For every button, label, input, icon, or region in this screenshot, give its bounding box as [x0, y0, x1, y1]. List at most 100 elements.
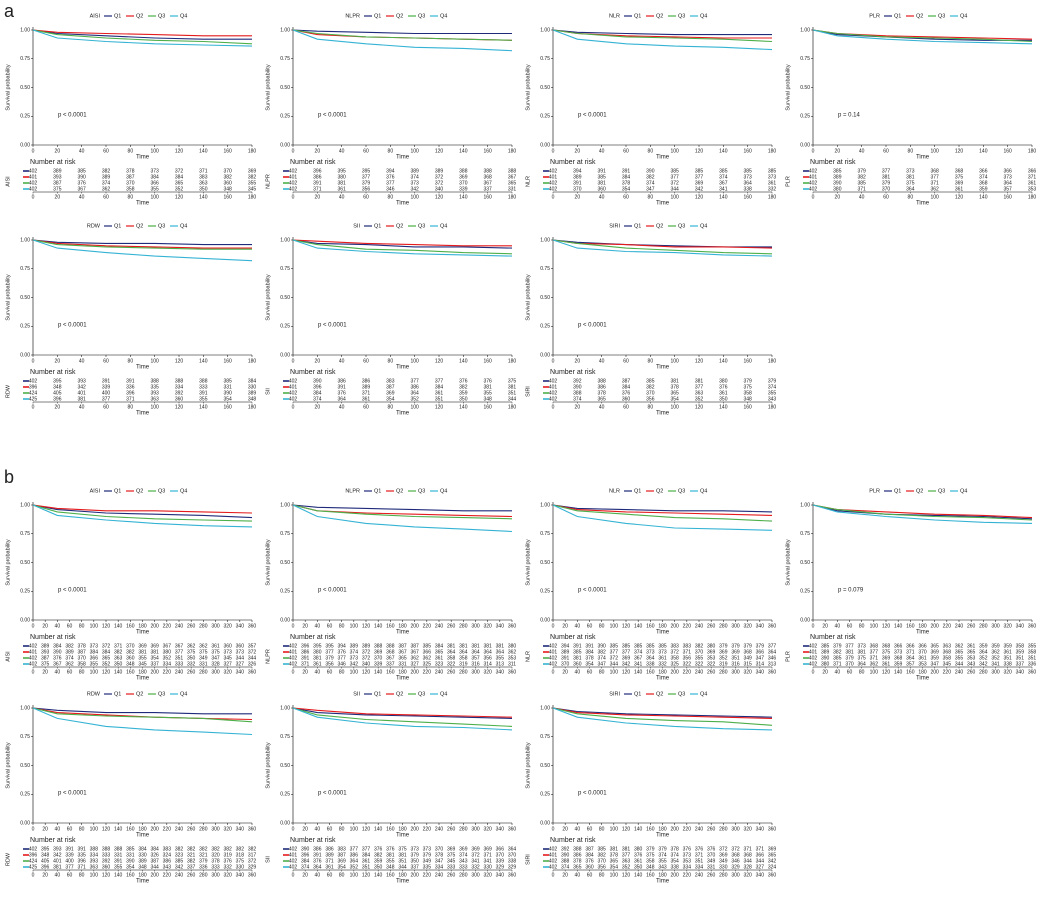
x-tick-label: 60 — [847, 623, 853, 629]
x-tick-label: 80 — [79, 623, 85, 629]
risk-count: 349 — [743, 655, 752, 661]
risk-count: 376 — [695, 846, 704, 852]
risk-table-title: Number at risk — [810, 159, 856, 166]
risk-count: 382 — [199, 846, 208, 852]
risk-count: 355 — [90, 661, 99, 667]
risk-count: 361 — [768, 180, 777, 186]
risk-count: 362 — [102, 186, 111, 192]
risk-count: 359 — [979, 186, 988, 192]
risk-table-tick-label: 20 — [315, 194, 321, 200]
risk-count: 350 — [719, 396, 728, 402]
risk-count: 362 — [187, 643, 196, 649]
y-tick-label: 0.00 — [280, 352, 290, 358]
risk-count: 376 — [483, 378, 492, 384]
risk-count: 350 — [187, 655, 196, 661]
risk-count: 402 — [289, 168, 298, 174]
risk-count: 378 — [211, 858, 220, 864]
risk-count: 371 — [362, 390, 371, 396]
risk-count: 385 — [573, 649, 582, 655]
risk-table-tick-label: 80 — [599, 872, 605, 878]
risk-count: 402 — [549, 390, 558, 396]
x-tick-label: 20 — [575, 358, 581, 364]
risk-count: 393 — [53, 174, 62, 180]
x-tick-label: 240 — [175, 826, 184, 832]
risk-count: 384 — [150, 174, 159, 180]
risk-table-title: Number at risk — [30, 159, 76, 166]
y-tick-label: 0.50 — [800, 85, 810, 91]
risk-count: 379 — [833, 643, 842, 649]
risk-table-tick-label: 100 — [350, 872, 359, 878]
risk-table-tick-label: 0 — [32, 404, 35, 410]
risk-count: 388 — [90, 846, 99, 852]
risk-count: 382 — [65, 643, 74, 649]
risk-count: 385 — [670, 168, 679, 174]
legend-label: Q3 — [938, 488, 945, 494]
x-tick-label: 300 — [211, 623, 220, 629]
x-tick-label: 140 — [199, 358, 208, 364]
x-tick-label: 180 — [658, 826, 667, 832]
survival-curve — [32, 504, 253, 519]
risk-count: 384 — [435, 643, 444, 649]
risk-count: 373 — [150, 168, 159, 174]
risk-table-tick-label: 20 — [575, 194, 581, 200]
risk-count: 385 — [77, 168, 86, 174]
risk-table-tick-label: 200 — [670, 669, 679, 675]
risk-table-tick-label: 0 — [552, 669, 555, 675]
risk-count: 344 — [955, 661, 964, 667]
risk-count: 370 — [707, 852, 716, 858]
risk-table-tick-label: 40 — [339, 404, 345, 410]
y-axis-label: Survival probability — [785, 539, 791, 585]
risk-count: 352 — [622, 864, 631, 870]
risk-count: 360 — [585, 864, 594, 870]
risk-table-tick-label: 340 — [756, 872, 765, 878]
risk-table-tick-label: 120 — [362, 872, 371, 878]
risk-count: 368 — [882, 643, 891, 649]
x-tick-label: 120 — [622, 623, 631, 629]
x-tick-label: 140 — [719, 358, 728, 364]
y-tick-label: 0.75 — [20, 56, 30, 62]
risk-count: 402 — [289, 390, 298, 396]
risk-count: 350 — [199, 186, 208, 192]
y-tick-label: 1.00 — [280, 237, 290, 243]
x-tick-label: 40 — [55, 623, 61, 629]
risk-table-tick-label: 60 — [623, 404, 629, 410]
risk-count: 402 — [289, 180, 298, 186]
risk-count: 334 — [435, 864, 444, 870]
risk-count: 351 — [398, 858, 407, 864]
risk-table-tick-label: 280 — [459, 872, 468, 878]
risk-count: 371 — [199, 168, 208, 174]
risk-table-tick-label: 160 — [646, 872, 655, 878]
legend-label: Q3 — [678, 13, 685, 19]
x-tick-label: 120 — [102, 623, 111, 629]
risk-count: 392 — [573, 378, 582, 384]
y-tick-label: 0.00 — [540, 617, 550, 623]
risk-count: 326 — [248, 661, 257, 667]
risk-count: 384 — [301, 858, 310, 864]
risk-count: 396 — [77, 858, 86, 864]
risk-count: 378 — [597, 390, 606, 396]
risk-count: 380 — [634, 846, 643, 852]
survival-curve — [292, 707, 513, 719]
risk-count: 384 — [362, 852, 371, 858]
x-tick-label: 100 — [410, 358, 419, 364]
risk-count: 334 — [90, 852, 99, 858]
risk-table-tick-label: 240 — [435, 872, 444, 878]
legend-label: Q2 — [916, 13, 923, 19]
risk-count: 382 — [187, 858, 196, 864]
risk-count: 355 — [955, 655, 964, 661]
risk-count: 381 — [53, 864, 62, 870]
risk-count: 373 — [894, 649, 903, 655]
survival-curve — [552, 504, 773, 513]
risk-count: 377 — [695, 384, 704, 390]
x-tick-label: 0 — [32, 623, 35, 629]
survival-curve — [812, 504, 1033, 524]
risk-count: 367 — [386, 655, 395, 661]
risk-count: 344 — [248, 655, 257, 661]
risk-count: 332 — [187, 661, 196, 667]
risk-count: 359 — [991, 643, 1000, 649]
x-tick-label: 60 — [103, 358, 109, 364]
risk-count: 386 — [313, 174, 322, 180]
x-axis-label: Time — [396, 155, 410, 161]
survival-curve — [292, 707, 513, 727]
risk-table-tick-label: 0 — [32, 872, 35, 878]
